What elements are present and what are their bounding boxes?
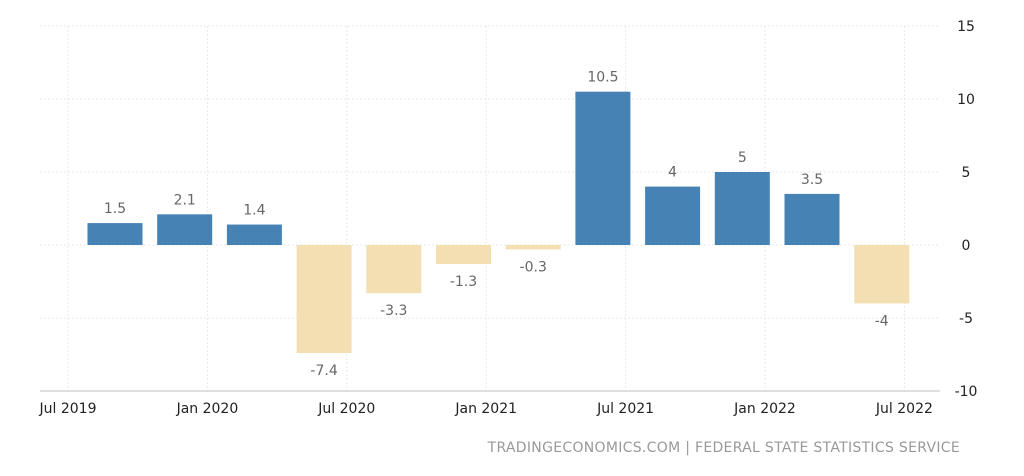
bar <box>854 245 910 304</box>
bars <box>87 91 910 354</box>
y-tick-label: 10 <box>957 92 975 108</box>
bar <box>366 245 422 294</box>
bar <box>436 245 491 264</box>
bar <box>296 245 352 354</box>
y-tick-label: 15 <box>957 19 975 35</box>
y-tick-label: 0 <box>962 238 971 254</box>
data-label: -4 <box>875 313 889 329</box>
data-label: 3.5 <box>801 172 823 188</box>
bar <box>505 245 561 250</box>
bar <box>157 214 213 245</box>
x-tick-label: Jul 2020 <box>317 401 375 417</box>
bar <box>714 172 770 245</box>
data-label: 5 <box>738 150 747 166</box>
data-label: -0.3 <box>520 259 547 275</box>
x-tick-label: Jan 2020 <box>176 401 239 417</box>
x-tick-label: Jul 2021 <box>596 401 654 417</box>
x-tick-label: Jul 2022 <box>875 401 933 417</box>
x-axis: Jul 2019 Jan 2020 Jul 2020 Jan 2021 Jul 2021… <box>39 390 940 417</box>
data-label: -7.4 <box>310 363 337 379</box>
y-tick-label: -10 <box>955 384 978 400</box>
data-label: 1.5 <box>104 201 126 217</box>
x-tick-label: Jul 2019 <box>39 401 97 417</box>
x-tick-label: Jan 2022 <box>733 401 796 417</box>
data-label: 4 <box>668 165 677 181</box>
y-tick-label: 5 <box>962 165 971 181</box>
bar <box>645 186 701 245</box>
data-label: 1.4 <box>243 203 265 219</box>
source-credit: TRADINGECONOMICS.COM | FEDERAL STATE STA… <box>487 440 960 456</box>
bar <box>226 224 282 245</box>
data-label: 2.1 <box>174 192 196 208</box>
data-label: -1.3 <box>450 274 477 290</box>
data-label: 10.5 <box>587 70 618 86</box>
x-tick-label: Jan 2021 <box>454 401 517 417</box>
y-axis: 15 10 5 0 -5 -10 <box>955 19 978 400</box>
bar <box>784 193 840 245</box>
data-labels: 1.5 2.1 1.4 -7.4 -3.3 -1.3 -0.3 10.5 4 5 3.5 -4 <box>104 70 889 379</box>
bar <box>575 91 631 245</box>
bar <box>87 223 143 245</box>
data-label: -3.3 <box>380 303 407 319</box>
y-tick-label: -5 <box>959 311 973 327</box>
